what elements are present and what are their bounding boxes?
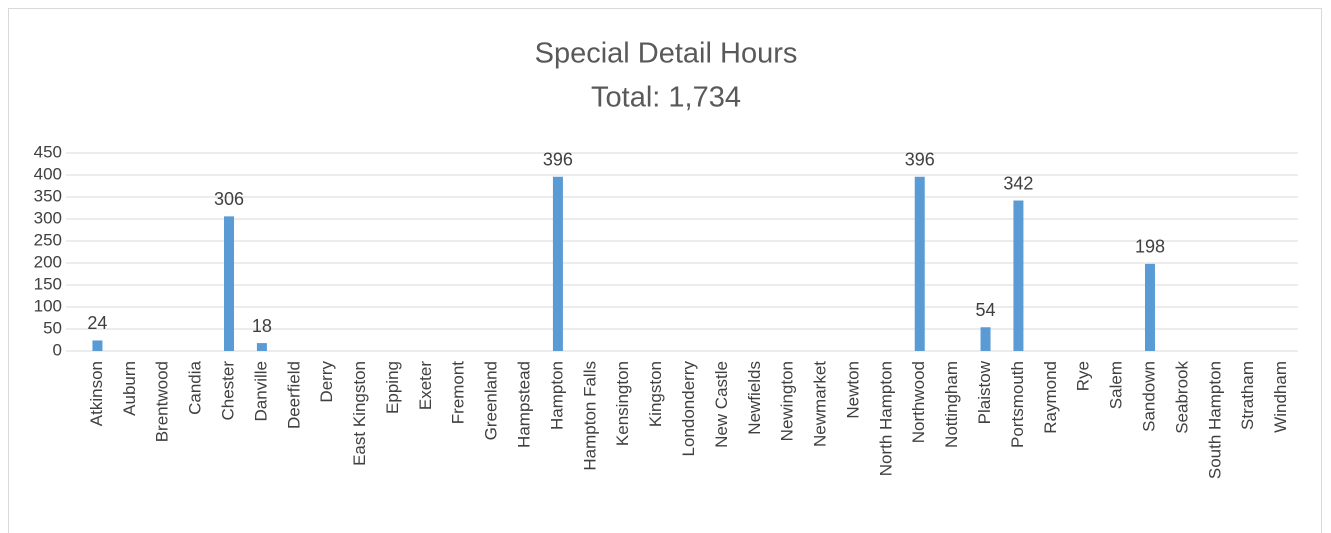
x-tick-label: Hampton	[547, 361, 566, 430]
x-tick-label: Newfields	[745, 361, 764, 435]
x-tick-label: Danville	[251, 361, 270, 421]
x-tick-label: Fremont	[449, 361, 468, 425]
bar	[1144, 263, 1155, 351]
y-tick-label: 100	[34, 296, 62, 315]
x-tick-label: Salem	[1107, 361, 1126, 409]
x-tick-label: Auburn	[120, 361, 139, 416]
x-tick-label: Nottingham	[942, 361, 961, 448]
bar	[1013, 200, 1024, 351]
x-tick-label: Newmarket	[811, 361, 830, 447]
x-tick-label: Windham	[1271, 361, 1290, 433]
x-tick-label: Atkinson	[87, 361, 106, 426]
x-tick-label: Portsmouth	[1008, 361, 1027, 448]
x-tick-label: Derry	[317, 361, 336, 403]
x-tick-label: Seabrook	[1172, 361, 1191, 434]
x-tick-label: Raymond	[1041, 361, 1060, 434]
bar	[980, 327, 991, 351]
x-tick-label: Kingston	[646, 361, 665, 427]
y-tick-label: 200	[34, 252, 62, 271]
chart-subtitle: Total: 1,734	[591, 82, 741, 114]
x-tick-label: Hampstead	[515, 361, 534, 448]
data-label: 342	[1003, 173, 1033, 193]
x-tick-label: New Castle	[712, 361, 731, 448]
x-tick-label: Rye	[1074, 361, 1093, 391]
x-tick-label: Newington	[778, 361, 797, 441]
y-tick-label: 450	[34, 142, 62, 161]
bar	[224, 216, 235, 351]
x-tick-label: Plaistow	[975, 360, 994, 424]
x-tick-label: Candia	[186, 360, 205, 414]
bar	[552, 176, 563, 351]
chart-border	[8, 8, 1322, 533]
x-tick-label: Newton	[843, 361, 862, 419]
x-tick-label: Deerfield	[284, 361, 303, 429]
x-tick-label: Brentwood	[153, 361, 172, 442]
y-tick-label: 150	[34, 274, 62, 293]
x-tick-label: Sandown	[1139, 361, 1158, 432]
data-label: 54	[976, 300, 996, 320]
y-tick-label: 250	[34, 230, 62, 249]
data-label: 198	[1135, 237, 1165, 257]
y-tick-label: 300	[34, 208, 62, 227]
data-label: 24	[87, 313, 107, 333]
x-tick-label: South Hampton	[1205, 361, 1224, 479]
data-label: 396	[905, 150, 935, 170]
x-tick-label: Stratham	[1238, 361, 1257, 430]
x-tick-label: Hampton Falls	[580, 361, 599, 471]
bar	[256, 343, 267, 351]
x-tick-label: Kensington	[613, 361, 632, 446]
y-tick-label: 50	[43, 318, 62, 337]
x-tick-label: Epping	[383, 361, 402, 414]
bar	[92, 340, 103, 351]
x-tick-label: Northwood	[909, 361, 928, 443]
data-label: 396	[543, 150, 573, 170]
data-label: 18	[252, 316, 272, 336]
x-tick-label: East Kingston	[350, 361, 369, 466]
x-tick-label: Chester	[218, 361, 237, 421]
bar	[914, 176, 925, 351]
x-tick-label: North Hampton	[876, 361, 895, 476]
x-tick-label: Greenland	[482, 361, 501, 440]
data-label: 306	[214, 189, 244, 209]
x-tick-label: Exeter	[416, 361, 435, 410]
chart-title: Special Detail Hours	[535, 38, 798, 70]
y-tick-label: 400	[34, 164, 62, 183]
x-tick-label: Londonderry	[679, 361, 698, 457]
y-tick-label: 350	[34, 186, 62, 205]
y-tick-label: 0	[53, 340, 62, 359]
